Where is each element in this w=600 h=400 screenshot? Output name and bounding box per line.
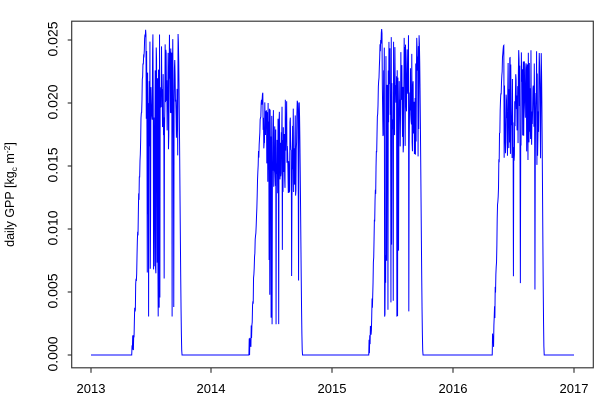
svg-text:2016: 2016 bbox=[439, 381, 468, 396]
svg-text:daily GPP [kgc m-2]: daily GPP [kgc m-2] bbox=[2, 142, 19, 247]
svg-text:0.005: 0.005 bbox=[45, 273, 61, 308]
svg-text:2013: 2013 bbox=[77, 381, 106, 396]
svg-text:0.000: 0.000 bbox=[45, 336, 61, 371]
svg-text:2014: 2014 bbox=[197, 381, 226, 396]
svg-text:0.020: 0.020 bbox=[45, 84, 61, 119]
svg-text:0.010: 0.010 bbox=[45, 210, 61, 245]
svg-text:2015: 2015 bbox=[318, 381, 347, 396]
svg-text:0.025: 0.025 bbox=[45, 21, 61, 56]
svg-text:0.015: 0.015 bbox=[45, 147, 61, 182]
svg-text:2017: 2017 bbox=[560, 381, 589, 396]
